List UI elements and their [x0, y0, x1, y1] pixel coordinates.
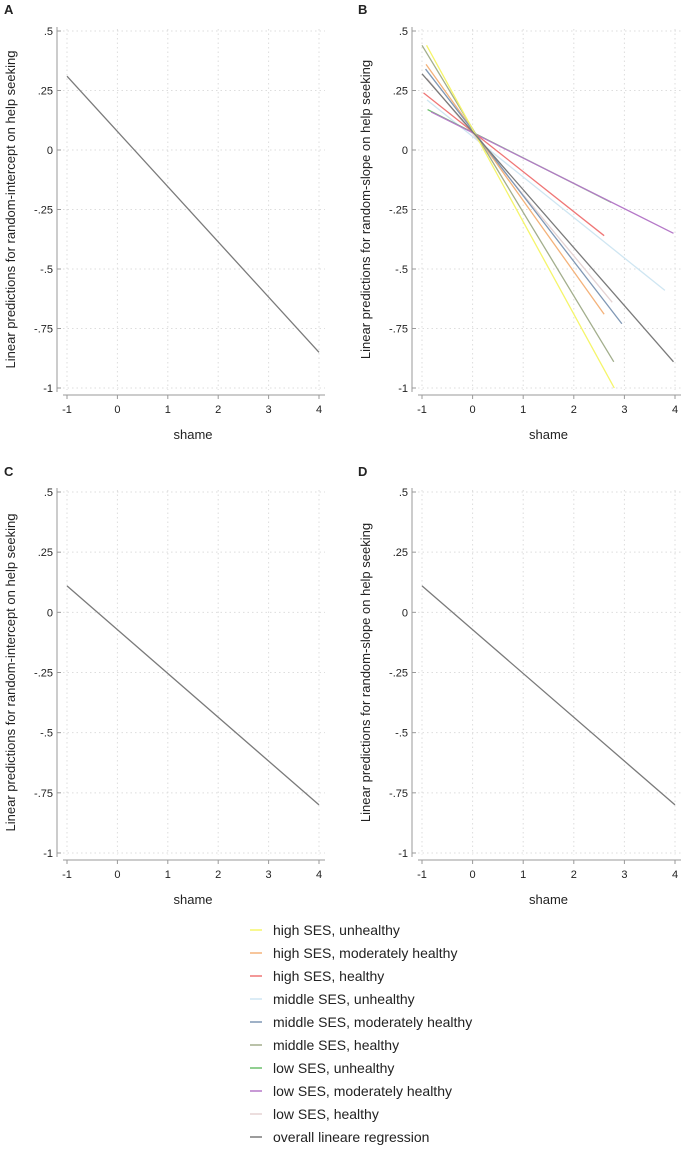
- y-tick-label: -.75: [389, 788, 408, 800]
- y-tick-label: 0: [47, 145, 53, 157]
- legend-label: high SES, unhealthy: [273, 922, 400, 938]
- y-axis-label: Linear predictions for random-intercept …: [3, 514, 18, 832]
- y-axis-label: Linear predictions for random-intercept …: [3, 51, 18, 369]
- x-tick-label: 4: [316, 404, 322, 416]
- y-tick-label: -.75: [389, 324, 408, 336]
- x-tick-label: 1: [165, 869, 171, 881]
- x-tick-label: 3: [621, 404, 627, 416]
- y-tick-label: .5: [44, 487, 53, 499]
- series-line: [421, 585, 676, 806]
- y-tick-label: -.25: [34, 205, 53, 217]
- series-line: [423, 92, 605, 237]
- panel-b: B .5 .25 0 -.25 -.5 -.75 -1 -1 0 1 2 3 4 shame Linear p…: [358, 2, 681, 442]
- y-tick-label: -.25: [34, 668, 53, 680]
- y-tick-label: -.75: [34, 788, 53, 800]
- y-tick-label: -1: [398, 848, 408, 860]
- x-tick-label: -1: [417, 869, 427, 881]
- y-axis-label: Linear predictions for random-slope on h…: [358, 523, 373, 822]
- x-axis-label: shame: [173, 427, 212, 442]
- x-axis-label: shame: [529, 892, 568, 907]
- y-tick-label: .25: [393, 547, 408, 559]
- legend-label: low SES, moderately healthy: [273, 1083, 452, 1099]
- y-tick-label: -1: [43, 848, 53, 860]
- legend-label: high SES, healthy: [273, 968, 384, 984]
- panel-label: C: [4, 464, 14, 479]
- x-tick-label: 2: [215, 869, 221, 881]
- y-tick-label: -.25: [389, 205, 408, 217]
- y-tick-label: -.5: [40, 264, 53, 276]
- series-line: [430, 111, 674, 234]
- y-tick-label: .25: [38, 86, 53, 98]
- series-line: [66, 585, 320, 806]
- y-tick-label: -.25: [389, 668, 408, 680]
- x-tick-label: 4: [672, 869, 678, 881]
- y-axis-label: Linear predictions for random-slope on h…: [358, 60, 373, 359]
- series-line: [425, 68, 623, 325]
- x-tick-label: 1: [520, 869, 526, 881]
- legend-label: middle SES, healthy: [273, 1037, 399, 1053]
- x-tick-label: 2: [215, 404, 221, 416]
- series-line: [421, 44, 615, 363]
- x-tick-label: 1: [520, 404, 526, 416]
- y-tick-label: 0: [47, 607, 53, 619]
- x-tick-label: 3: [266, 869, 272, 881]
- panel-label: D: [358, 464, 367, 479]
- x-tick-label: -1: [62, 869, 72, 881]
- legend-label: high SES, moderately healthy: [273, 945, 457, 961]
- panel-d: D .5 .25 0 -.25 -.5 -.75 -1 -1 0 1 2 3 4 shame Linear p…: [358, 464, 681, 907]
- series-line: [421, 73, 674, 363]
- y-tick-label: 0: [402, 607, 408, 619]
- legend-label: low SES, healthy: [273, 1106, 379, 1122]
- x-axis-label: shame: [173, 892, 212, 907]
- legend-label: middle SES, moderately healthy: [273, 1014, 472, 1030]
- series-line: [425, 44, 615, 389]
- y-tick-label: -1: [398, 383, 408, 395]
- y-tick-label: -.5: [395, 728, 408, 740]
- y-tick-label: -1: [43, 383, 53, 395]
- legend-label: middle SES, unhealthy: [273, 991, 415, 1007]
- x-tick-label: 3: [621, 869, 627, 881]
- x-tick-label: 0: [470, 869, 476, 881]
- x-tick-label: 1: [165, 404, 171, 416]
- panel-a: A .5 .25 0 -.25 -.5 -.75 -1 -1 0 1 2 3 4 shame Linear p…: [3, 2, 325, 442]
- series-line: [425, 63, 605, 315]
- x-tick-label: -1: [62, 404, 72, 416]
- panel-label: A: [4, 2, 14, 17]
- y-tick-label: -.5: [395, 264, 408, 276]
- legend-label: overall lineare regression: [273, 1129, 429, 1145]
- series-line: [66, 75, 320, 353]
- x-tick-label: 0: [470, 404, 476, 416]
- legend-label: low SES, unhealthy: [273, 1060, 394, 1076]
- panel-c: C .5 .25 0 -.25 -.5 -.75 -1 -1 0 1 2 3 4 shame Linear p…: [3, 464, 325, 907]
- x-tick-label: 4: [672, 404, 678, 416]
- x-tick-label: 0: [114, 404, 120, 416]
- y-tick-label: -.5: [40, 728, 53, 740]
- panel-label: B: [358, 2, 367, 17]
- y-tick-label: .5: [399, 487, 408, 499]
- y-tick-label: -.75: [34, 324, 53, 336]
- x-axis-label: shame: [529, 427, 568, 442]
- x-tick-label: 3: [266, 404, 272, 416]
- y-tick-label: .5: [44, 26, 53, 38]
- x-tick-label: -1: [417, 404, 427, 416]
- x-tick-label: 2: [571, 404, 577, 416]
- legend: high SES, unhealthy high SES, moderately …: [250, 922, 472, 1145]
- y-tick-label: .25: [38, 547, 53, 559]
- y-tick-label: .25: [393, 86, 408, 98]
- x-tick-label: 4: [316, 869, 322, 881]
- x-tick-label: 2: [571, 869, 577, 881]
- series-line: [426, 99, 666, 291]
- y-tick-label: .5: [399, 26, 408, 38]
- y-tick-label: 0: [402, 145, 408, 157]
- x-tick-label: 0: [114, 869, 120, 881]
